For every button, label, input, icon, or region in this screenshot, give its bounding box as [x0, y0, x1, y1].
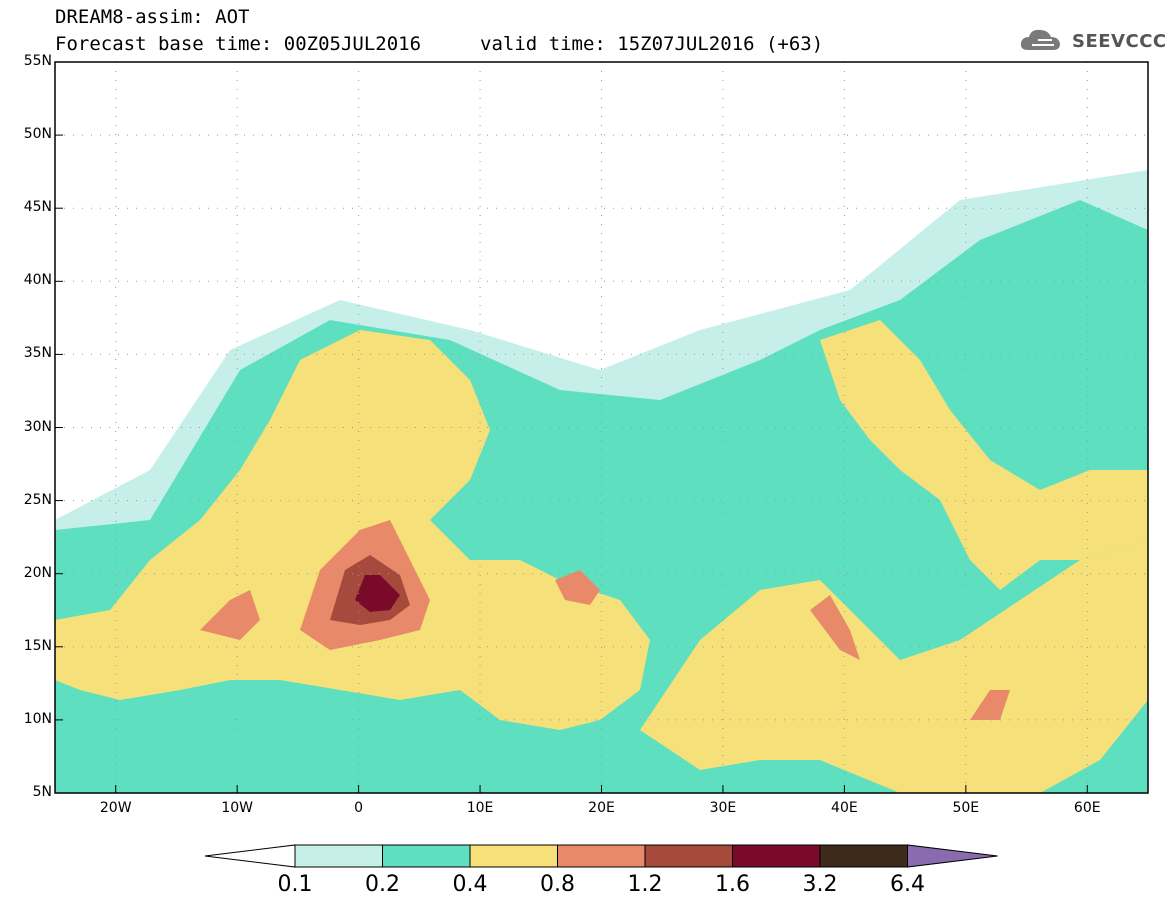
aot-0.8-band-w	[200, 590, 260, 640]
lat-label: 55N	[23, 53, 52, 69]
title-line-1: DREAM8-assim: AOT	[55, 6, 250, 28]
lon-label: 50E	[952, 800, 980, 816]
logo-text: SEEVCCC	[1072, 31, 1165, 52]
colorbar-label: 0.1	[277, 872, 313, 897]
aot-1.6-band	[355, 575, 400, 612]
colorbar-swatch	[382, 844, 471, 868]
colorbar	[204, 844, 998, 868]
lat-label: 45N	[23, 199, 52, 216]
lat-label: 20N	[23, 564, 52, 581]
lat-label: 30N	[23, 418, 52, 435]
colorbar-label: 0.2	[365, 872, 400, 897]
aot-0.4-band-east	[640, 540, 1148, 793]
colorbar-swatch	[294, 844, 383, 868]
colorbar-under-triangle	[204, 844, 296, 868]
colorbar-label: 6.4	[890, 872, 925, 897]
colorbar-label: 0.4	[452, 872, 488, 897]
title-line-2: Forecast base time: 00Z05JUL2016	[55, 33, 422, 55]
lat-label: 10N	[23, 710, 52, 727]
lon-label: 40E	[831, 800, 858, 816]
lon-label: 10E	[466, 800, 494, 816]
lat-label: 40N	[23, 272, 52, 289]
colorbar-swatch	[557, 844, 646, 868]
colorbar-swatch	[644, 844, 733, 868]
lat-label: 5N	[32, 784, 52, 800]
lat-label: 50N	[23, 126, 52, 143]
valid-time: valid time: 15Z07JUL2016 (+63)	[480, 33, 824, 55]
aot-0.8-band-horn	[970, 690, 1010, 720]
lon-label: 30E	[709, 800, 737, 816]
colorbar-label: 1.6	[715, 872, 750, 897]
lon-label: 0	[354, 800, 364, 816]
lat-label: 15N	[23, 637, 52, 654]
colorbar-swatch	[732, 844, 821, 868]
lon-label: 20E	[588, 800, 615, 816]
aot-0.4-band-arabia	[820, 320, 1148, 590]
aot-0.8-band-red-sea	[810, 595, 860, 660]
colorbar-label: 3.2	[802, 872, 838, 897]
colorbar-label: 0.8	[540, 872, 575, 897]
aot-0.8-band-e	[555, 570, 600, 605]
lat-label: 25N	[23, 491, 52, 508]
lon-label: 10W	[221, 800, 253, 816]
colorbar-label: 1.2	[627, 872, 663, 897]
colorbar-swatch	[819, 844, 908, 868]
cloud-logo-icon	[1020, 29, 1060, 50]
lon-label: 60E	[1073, 800, 1101, 816]
lon-label: 20W	[99, 800, 132, 816]
lat-label: 35N	[23, 345, 52, 362]
colorbar-over-triangle	[907, 844, 998, 868]
colorbar-swatch	[469, 844, 558, 868]
